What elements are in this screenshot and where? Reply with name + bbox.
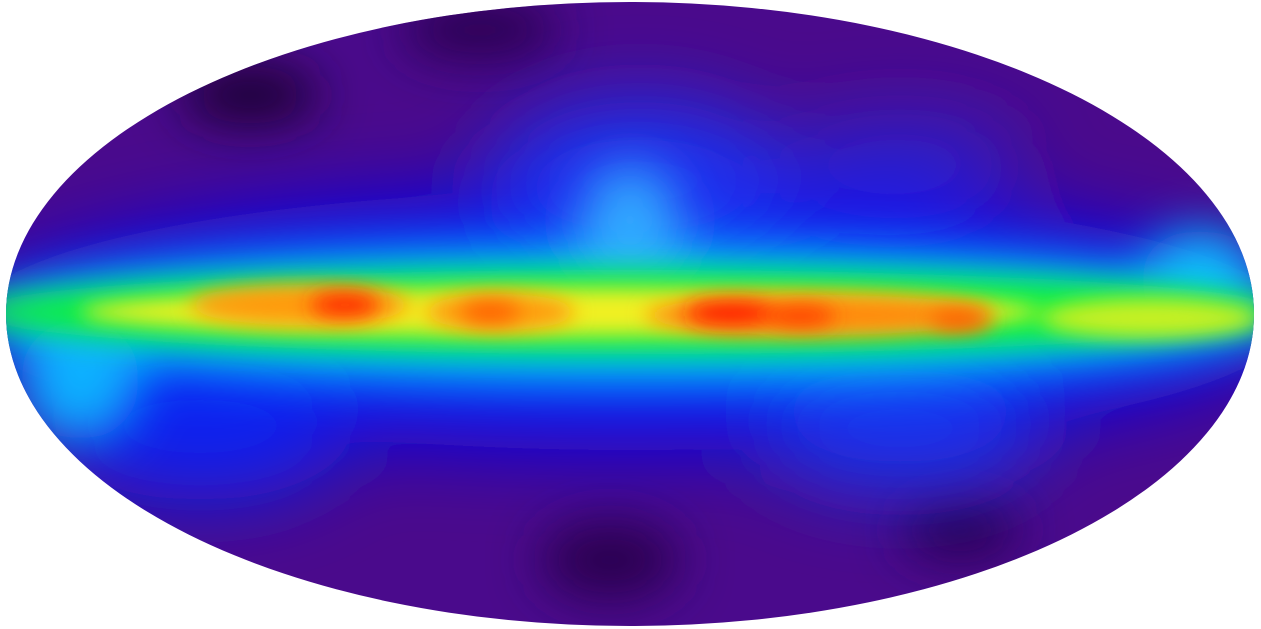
red-regions <box>310 293 990 330</box>
